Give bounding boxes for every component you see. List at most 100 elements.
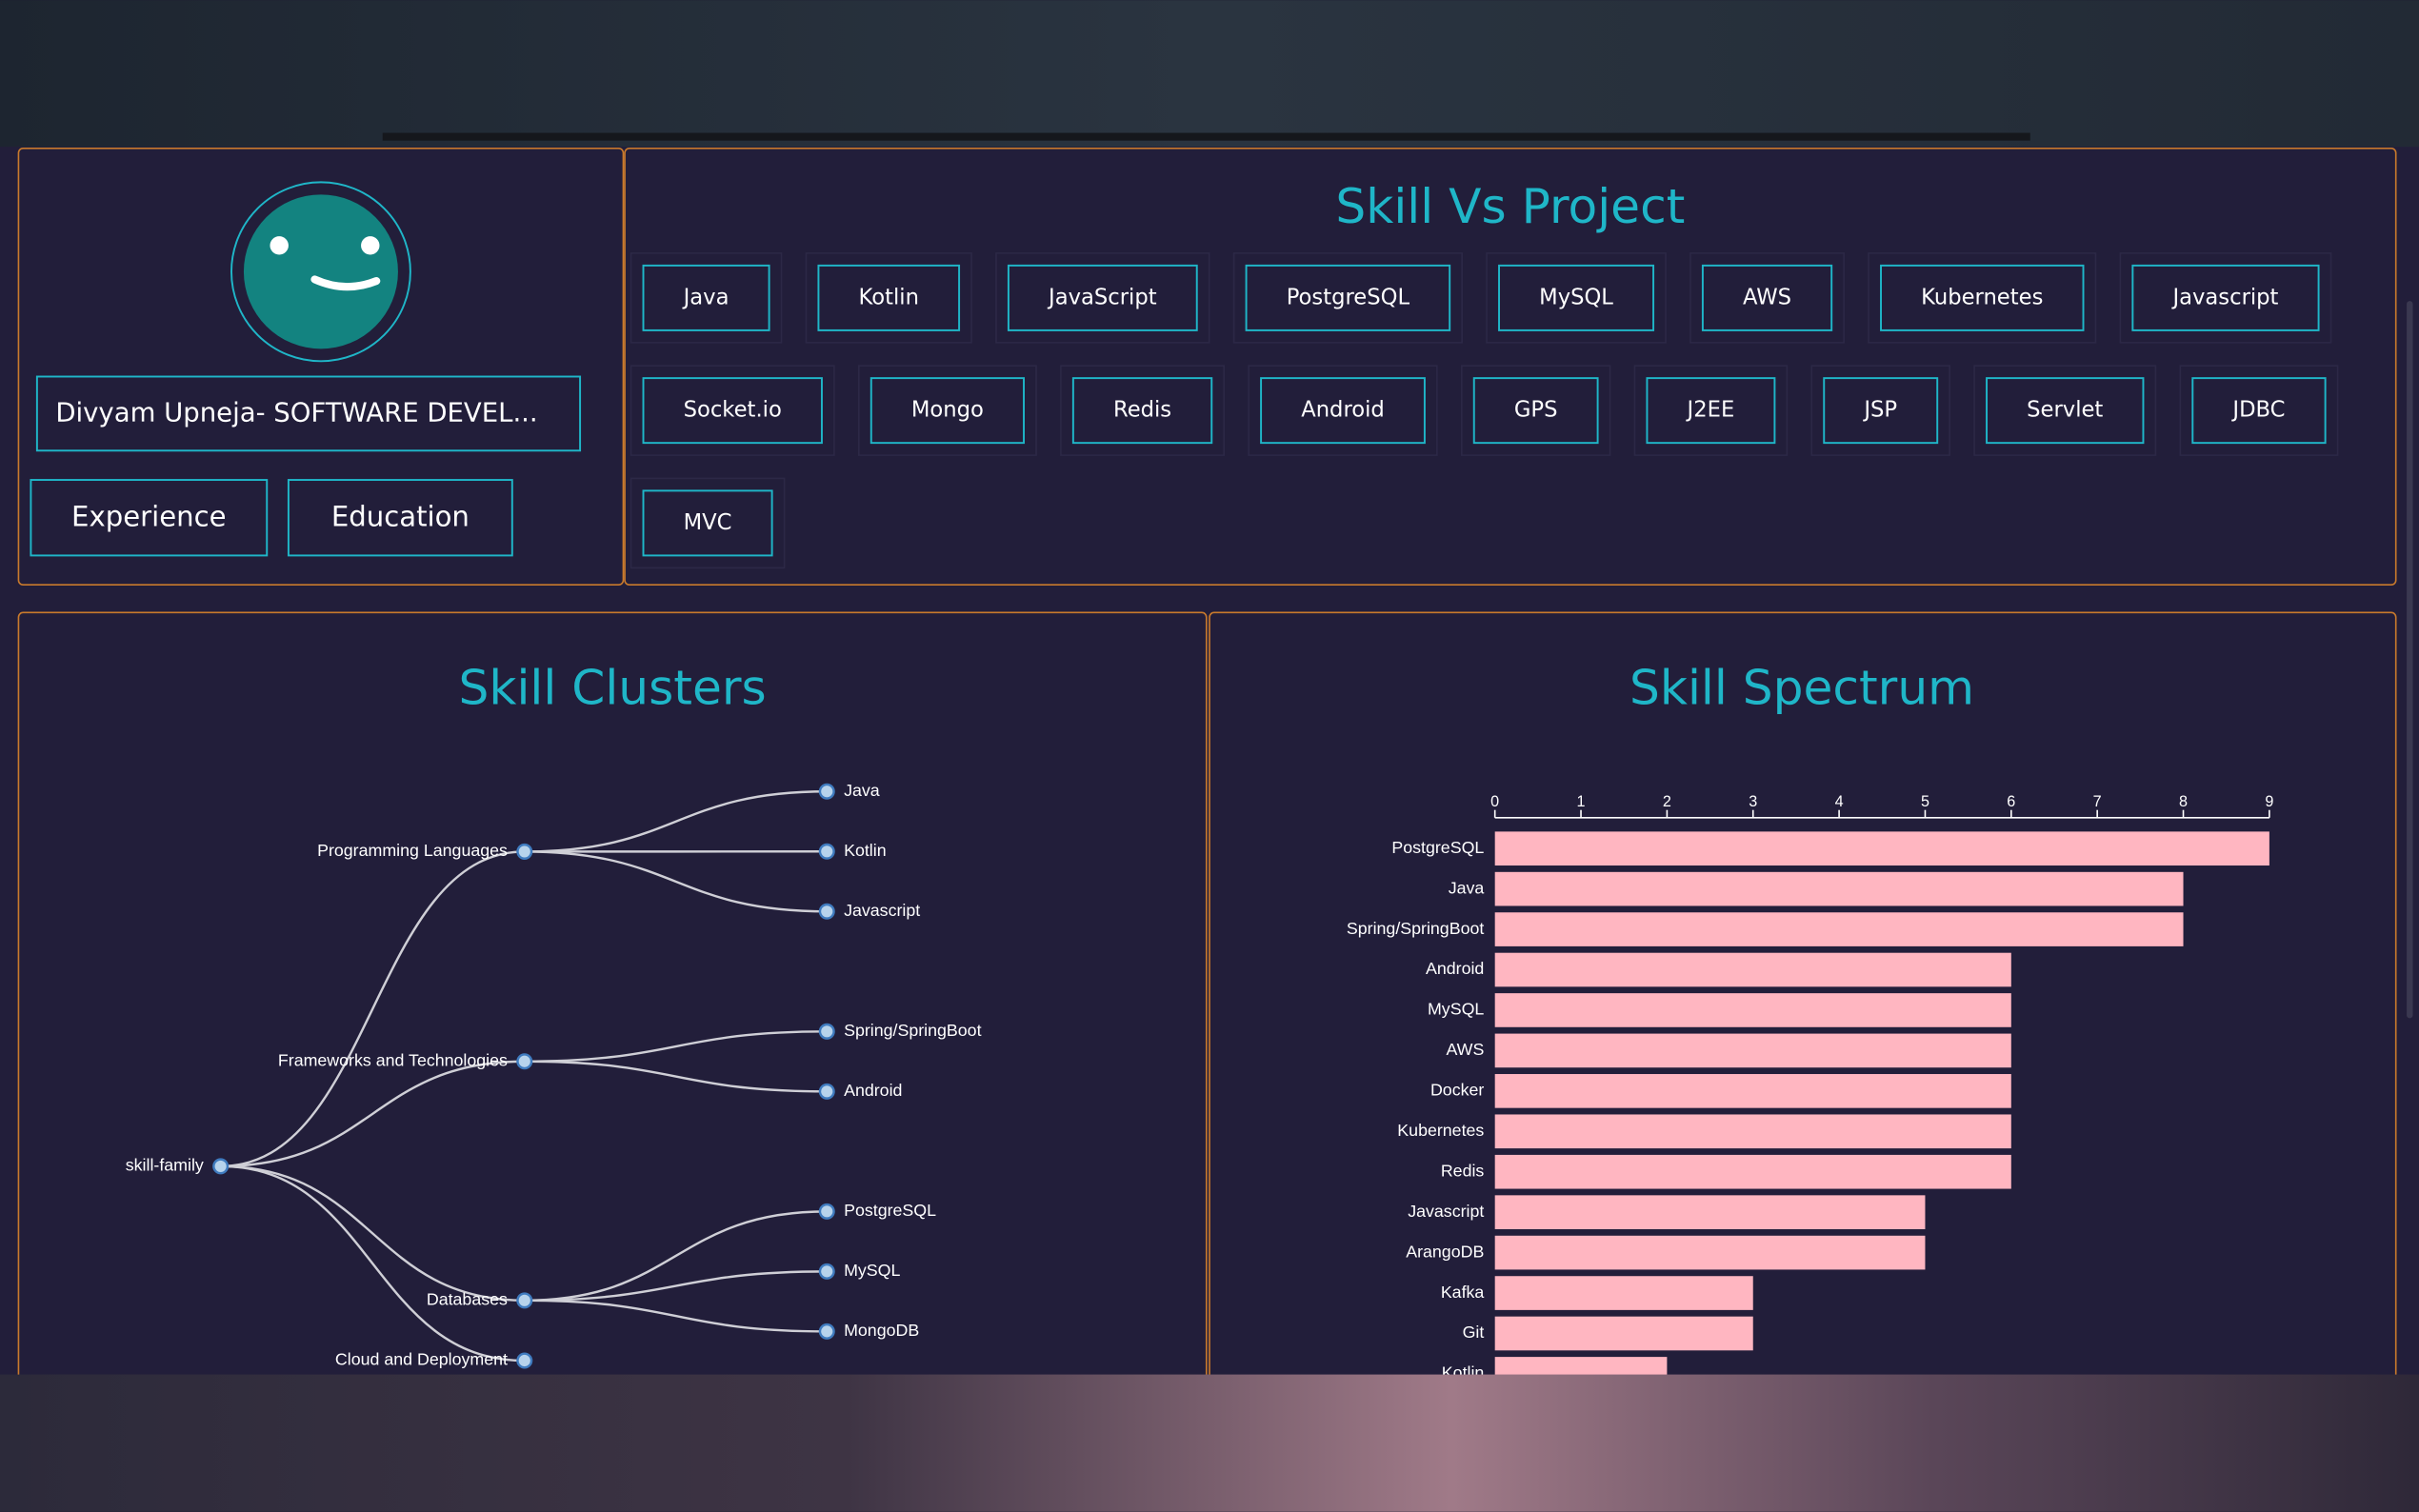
skills-title: Skill Vs Project (1335, 178, 1685, 234)
tab-bar (382, 132, 2030, 141)
skill-card (1248, 365, 1438, 456)
skill-label[interactable]: Redis (1113, 398, 1171, 423)
skill-button[interactable] (2131, 264, 2320, 331)
experience-label[interactable]: Experience (71, 501, 227, 533)
skill-button[interactable] (1071, 377, 1213, 445)
group-node[interactable] (516, 1053, 533, 1070)
scrollbar[interactable] (2407, 301, 2413, 1019)
avatar-ring (230, 181, 411, 363)
leaf-node[interactable] (818, 783, 835, 800)
skill-label[interactable]: AWS (1743, 285, 1791, 309)
skill-button[interactable] (1260, 377, 1426, 445)
skill-button[interactable] (1498, 264, 1655, 331)
skill-label[interactable]: Kotlin (859, 285, 919, 309)
skill-button[interactable] (1472, 377, 1599, 445)
skill-label[interactable]: Android (1301, 398, 1385, 423)
leaf-node[interactable] (818, 1083, 835, 1100)
spectrum-panel (1209, 611, 2397, 1375)
skill-button[interactable] (2191, 377, 2327, 445)
skill-card (1232, 252, 1463, 344)
leaf-label: Java (844, 781, 880, 800)
leaf-label: PostgreSQL (844, 1201, 936, 1220)
skill-button[interactable] (1646, 377, 1776, 445)
bar (1494, 1357, 1668, 1375)
chart-title: Skill Spectrum (1629, 659, 1974, 715)
bar (1494, 1316, 1753, 1351)
y-tick-label: Spring/SpringBoot (1347, 919, 1484, 938)
leaf-node[interactable] (818, 1323, 835, 1340)
leaf-node[interactable] (818, 1203, 835, 1220)
group-label: Programming Languages (317, 841, 508, 860)
group-node[interactable] (516, 1292, 533, 1309)
root-node[interactable] (212, 1158, 230, 1175)
skill-label[interactable]: Kubernetes (1921, 285, 2043, 309)
skill-button[interactable] (1701, 264, 1833, 331)
skill-label[interactable]: Servlet (2027, 398, 2103, 423)
skill-label[interactable]: J2EE (1686, 398, 1735, 423)
skill-button[interactable] (642, 377, 823, 445)
skill-label[interactable]: JDBC (2230, 398, 2285, 423)
leaf-node[interactable] (818, 843, 835, 860)
name-box (35, 375, 582, 452)
skill-button[interactable] (1007, 264, 1198, 331)
skill-label[interactable]: JSP (1862, 398, 1897, 423)
bar (1494, 1114, 2011, 1149)
x-tick-label: 9 (2265, 793, 2273, 810)
skill-label[interactable]: Socket.io (684, 398, 782, 423)
name: Divyam Upneja- SOFTWARE DEVEL... (55, 397, 537, 428)
skill-button[interactable] (642, 264, 770, 331)
leaf-node[interactable] (818, 1023, 835, 1040)
education-button[interactable] (287, 479, 513, 557)
bar (1494, 1276, 1753, 1310)
skill-button[interactable] (817, 264, 961, 331)
skill-button[interactable] (1880, 264, 2085, 331)
skill-button[interactable] (1823, 377, 1939, 445)
skill-button[interactable] (870, 377, 1025, 445)
skill-button[interactable] (1986, 377, 2145, 445)
x-tick-label: 1 (1577, 793, 1586, 810)
bottom-blur (0, 1374, 2419, 1512)
bar (1494, 1195, 1926, 1229)
skill-card (1973, 365, 2157, 456)
skill-card (2119, 252, 2332, 344)
skill-button[interactable] (642, 489, 773, 557)
clusters-panel (17, 611, 1208, 1375)
skill-card (630, 477, 786, 569)
x-tick-label: 7 (2093, 793, 2102, 810)
skill-card (1460, 365, 1611, 456)
leaf-label: Javascript (844, 901, 920, 920)
y-tick-label: AWS (1446, 1040, 1484, 1059)
skill-label[interactable]: MySQL (1539, 285, 1613, 309)
skill-card (1810, 365, 1950, 456)
group-node[interactable] (516, 843, 533, 860)
tree-link (524, 1060, 828, 1093)
skill-label[interactable]: MVC (684, 510, 732, 535)
y-tick-label: Kafka (1441, 1283, 1485, 1302)
skill-card (1633, 365, 1789, 456)
skill-label[interactable]: JavaScript (1047, 285, 1157, 309)
skill-label[interactable]: Mongo (911, 398, 984, 423)
avatar-smile (310, 275, 381, 291)
tree-link (524, 850, 828, 913)
skill-label[interactable]: Javascript (2170, 285, 2278, 309)
skill-label[interactable]: Java (682, 285, 730, 309)
x-tick-label: 5 (1921, 793, 1929, 810)
skill-button[interactable] (1245, 264, 1451, 331)
root-label: skill-family (126, 1156, 204, 1175)
skill-label[interactable]: GPS (1514, 398, 1558, 423)
y-tick-label: Javascript (1408, 1202, 1484, 1221)
leaf-node[interactable] (818, 903, 835, 920)
x-tick-label: 6 (2007, 793, 2015, 810)
y-tick-label: ArangoDB (1406, 1242, 1484, 1261)
experience-button[interactable] (30, 479, 269, 557)
education-label[interactable]: Education (331, 501, 470, 533)
group-node[interactable] (516, 1352, 533, 1369)
tree-link (220, 1164, 525, 1363)
leaf-label: MongoDB (844, 1321, 919, 1340)
skill-label[interactable]: PostgreSQL (1287, 285, 1410, 309)
leaf-node[interactable] (818, 1263, 835, 1280)
skill-card (858, 365, 1037, 456)
skill-card (630, 365, 835, 456)
y-tick-label: PostgreSQL (1391, 838, 1484, 857)
